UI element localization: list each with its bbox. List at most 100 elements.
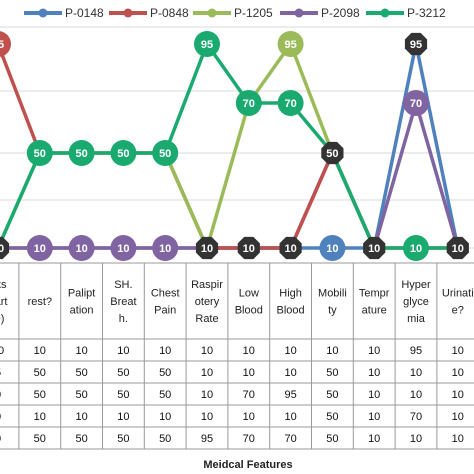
data-label: 50 [326, 148, 338, 160]
x-axis-title: Meidcal Features [203, 459, 292, 471]
data-markers: 10 95 10 50 10 50 10 50 10 50 10 95 10 70 10 70 95 10 50 10… [0, 31, 469, 261]
table-cell: 10 [243, 411, 255, 423]
data-point-marker [26, 235, 53, 261]
table-cell: 10 [34, 411, 46, 423]
data-label: 10 [75, 243, 87, 255]
data-point-marker [321, 141, 344, 165]
legend-label: P-0848 [150, 6, 189, 20]
table-cell: 10 [452, 411, 464, 423]
legend-label: P-0148 [65, 6, 104, 20]
table-cell: 10 [452, 389, 464, 401]
legend-item: P-0148 [24, 6, 104, 20]
table-cell: 50 [159, 389, 171, 401]
category-label: e? [452, 305, 464, 317]
data-label: 10 [117, 243, 129, 255]
data-point-marker [363, 236, 386, 260]
legend-item: P-2098 [280, 6, 360, 20]
category-label: Blood [235, 305, 263, 317]
data-label: 70 [243, 98, 255, 110]
table-cell: 50 [117, 433, 129, 445]
data-point-marker [194, 31, 220, 57]
category-label: Palipt [68, 288, 96, 300]
data-point: 50 [321, 141, 344, 165]
category-label: Chest [151, 288, 180, 300]
table-cell: 10 [452, 433, 464, 445]
category-label: ature [362, 305, 387, 317]
data-point-marker [235, 90, 262, 116]
data-point-marker [446, 236, 469, 260]
data-point-marker [68, 140, 95, 166]
table-cell: 70 [243, 389, 255, 401]
category-label: Hyper [401, 279, 431, 291]
table-cell: 10 [410, 389, 422, 401]
data-label: 10 [243, 243, 255, 255]
table-cell: 0 [0, 433, 1, 445]
data-point-marker [195, 236, 219, 260]
data-label: 50 [75, 148, 87, 160]
data-label: 95 [201, 39, 213, 51]
legend-marker [123, 8, 133, 18]
data-label: 95 [0, 39, 4, 51]
data-point: 10 [152, 235, 179, 261]
category-label: Low [239, 288, 259, 300]
table-cell: 10 [243, 345, 255, 357]
data-label: 50 [117, 148, 129, 160]
table-cell: 10 [368, 389, 380, 401]
data-point: 10 [319, 235, 346, 261]
data-point: 95 [404, 32, 428, 56]
data-table: aks eart te) rest? Palipt ation SH. Breat h. Ches… [0, 262, 474, 450]
table-cell: 10 [368, 433, 380, 445]
table-cell: 50 [117, 367, 129, 379]
category-label: ation [70, 305, 94, 317]
table-cell: 50 [75, 433, 87, 445]
legend-label: P-1205 [234, 6, 273, 20]
data-point: 95 [0, 31, 11, 57]
table-cell: 50 [75, 367, 87, 379]
category-label: rest? [28, 296, 52, 308]
data-point-marker [26, 140, 53, 166]
table-cell: 10 [159, 345, 171, 357]
data-point-marker [277, 90, 304, 116]
data-label: 10 [159, 243, 171, 255]
data-point: 10 [446, 236, 469, 260]
table-cell: 50 [34, 367, 46, 379]
table-cell: 10 [117, 411, 129, 423]
table-cell: 10 [410, 367, 422, 379]
table-cell: 10 [159, 411, 171, 423]
table-cell: 10 [34, 345, 46, 357]
series-line-P-3212 [0, 42, 458, 250]
table-cell: 10 [284, 411, 296, 423]
category-label: Raspir [191, 279, 223, 291]
data-point-marker [319, 235, 346, 261]
table-cell: 50 [326, 367, 338, 379]
data-point: 10 [26, 235, 53, 261]
data-point-marker [279, 236, 302, 260]
table-cell: 70 [243, 433, 255, 445]
table-cell: 50 [326, 433, 338, 445]
category-label: Breat [110, 296, 136, 308]
data-label: 50 [159, 148, 171, 160]
table-cell: 10 [368, 345, 380, 357]
data-point-marker [0, 31, 11, 57]
legend-marker [207, 8, 217, 18]
data-point: 95 [194, 31, 220, 57]
data-label: 50 [34, 148, 46, 160]
category-label: mia [407, 313, 426, 325]
data-point: 50 [26, 140, 53, 166]
data-label: 10 [326, 243, 338, 255]
table-cell: 5 [0, 367, 1, 379]
data-point: 95 [277, 31, 304, 57]
table-cell: 10 [452, 345, 464, 357]
table-cell: 10 [368, 367, 380, 379]
data-point-marker [152, 235, 179, 261]
category-label: SH. [114, 279, 132, 291]
data-label: 10 [201, 243, 213, 255]
legend: P-0148 P-0848 P-1205 P-2098 P-3212 [24, 6, 446, 20]
data-point: 10 [0, 236, 10, 260]
table-cell: 50 [34, 389, 46, 401]
table-cell: 0 [0, 411, 1, 423]
table-cell: 10 [284, 367, 296, 379]
legend-item: P-3212 [366, 6, 446, 20]
data-label: 70 [284, 98, 296, 110]
